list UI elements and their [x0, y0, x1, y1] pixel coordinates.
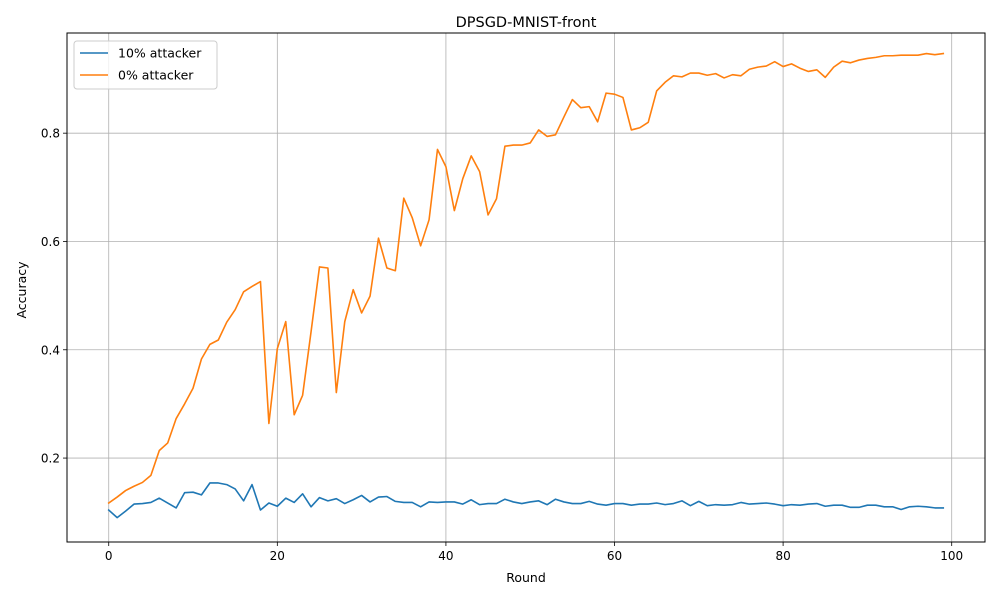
chart-title: DPSGD-MNIST-front: [456, 15, 597, 31]
y-tick-label: 0.8: [41, 127, 60, 141]
x-tick-label: 40: [438, 549, 453, 563]
series-line-0pct-attacker: [107, 52, 945, 505]
x-tick-label: 60: [607, 549, 622, 563]
x-tick-label: 0: [105, 549, 113, 563]
plot-frame: [66, 32, 986, 543]
x-tick-label: 80: [775, 549, 790, 563]
x-tick-label: 20: [270, 549, 285, 563]
x-tick-label: 100: [940, 549, 963, 563]
grid-layer: [67, 33, 985, 542]
legend-label-0pct: 0% attacker: [118, 68, 194, 83]
legend-box: [73, 40, 218, 90]
x-axis-label: Round: [506, 570, 546, 585]
legend-label-10pct: 10% attacker: [118, 46, 202, 61]
y-tick-label: 0.2: [41, 452, 60, 466]
y-tick-label: 0.6: [41, 235, 60, 249]
series-layer: [107, 52, 945, 519]
y-tick-label: 0.4: [41, 343, 60, 357]
series-line-10pct-attacker: [107, 482, 945, 519]
legend: 10% attacker 0% attacker: [73, 40, 218, 90]
tick-layer: 0 20 40 60 80 100 0.2 0.4 0.6 0.8: [41, 127, 963, 563]
y-axis-label: Accuracy: [14, 261, 29, 319]
